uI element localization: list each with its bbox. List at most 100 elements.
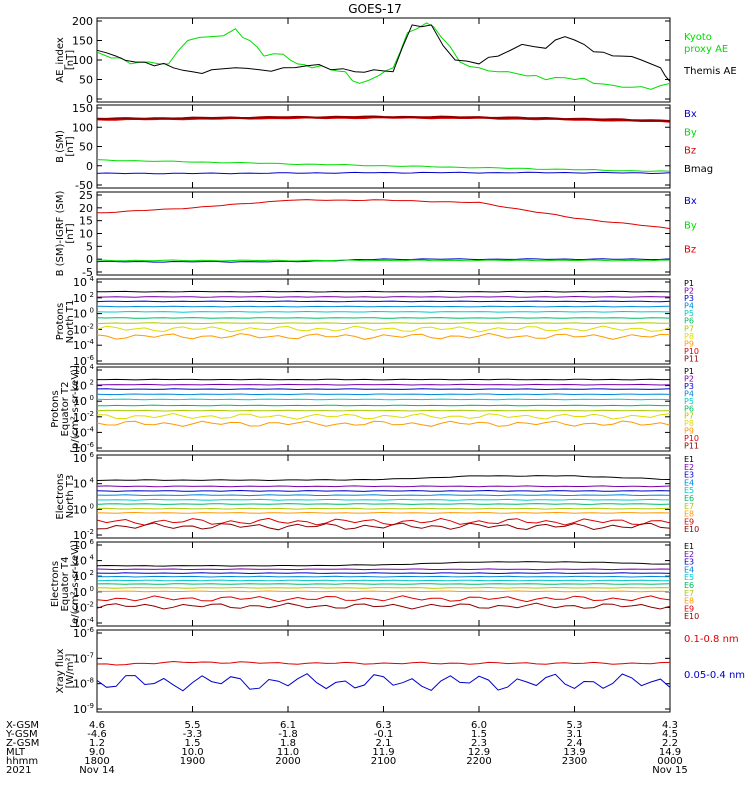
time-axis-row-label: Z-GSM xyxy=(6,738,39,749)
time-axis-row-label: Y-GSM xyxy=(5,729,38,740)
series-line-bx xyxy=(96,258,671,263)
y-tick-label: 10 xyxy=(73,292,87,305)
series-line-e9 xyxy=(96,595,671,603)
legend-entry: E8 xyxy=(684,597,694,606)
time-axis-value: 0000 xyxy=(657,756,682,767)
legend-entry: P5 xyxy=(684,397,694,406)
legend-entry: E5 xyxy=(684,486,694,495)
legend-entry: P6 xyxy=(684,317,694,326)
y-tick-label: 15 xyxy=(79,215,93,228)
time-axis-value: 2200 xyxy=(466,756,491,767)
legend-entry: P1 xyxy=(684,279,694,288)
y-tick-exponent: 2 xyxy=(90,379,94,387)
time-axis-value: -4.6 xyxy=(87,729,107,740)
y-axis-label: North T3 xyxy=(65,475,76,519)
series-line-p6 xyxy=(97,404,670,407)
legend-entry: Bx xyxy=(684,109,697,120)
y-tick-label: 10 xyxy=(73,339,87,352)
series-line-e7 xyxy=(96,507,671,510)
y-axis-label: B (SM)-IGRF (SM) xyxy=(55,191,66,277)
y-tick-exponent: 0 xyxy=(90,394,94,402)
time-axis-value: 6.1 xyxy=(280,720,296,731)
time-axis-value: -3.3 xyxy=(183,729,203,740)
time-axis-value: 1.5 xyxy=(185,738,201,749)
time-axis-value: 2.1 xyxy=(376,738,392,749)
time-axis-value: 1.2 xyxy=(89,738,105,749)
y-tick-label: 150 xyxy=(72,35,93,48)
time-axis-value: 2.3 xyxy=(471,738,487,749)
time-axis-value: 2.4 xyxy=(567,738,583,749)
legend-entry: E4 xyxy=(684,478,694,487)
legend-entry: E7 xyxy=(684,502,694,511)
kyoto-proxy-ae-line xyxy=(96,22,671,90)
series-line-p6 xyxy=(96,317,671,319)
time-axis-row-label: X-GSM xyxy=(6,720,39,731)
legend-entry: Themis AE xyxy=(683,66,737,77)
time-axis-value: 2000 xyxy=(275,756,300,767)
y-axis-label: [nT] xyxy=(65,136,76,156)
legend-entry: P7 xyxy=(684,412,694,421)
series-line-p7 xyxy=(96,409,671,412)
series-line-p1 xyxy=(96,290,671,293)
time-axis-value: Nov 14 xyxy=(79,765,114,776)
series-line-e7 xyxy=(96,586,671,589)
legend-entry: P7 xyxy=(684,324,694,333)
y-tick-label: 10 xyxy=(73,308,87,321)
y-tick-label: 10 xyxy=(73,539,87,552)
legend-entry: P3 xyxy=(684,382,694,391)
series-line-p2 xyxy=(96,295,670,298)
y-tick-label: 5 xyxy=(86,240,93,253)
y-tick-label: 25 xyxy=(79,189,93,202)
y-tick-exponent: -9 xyxy=(87,702,94,710)
y-axis-label: [nT] xyxy=(65,223,76,243)
time-axis-value: 10.0 xyxy=(181,747,203,758)
legend-entry: E6 xyxy=(684,581,694,590)
series-line-e5 xyxy=(96,579,671,582)
legend-entry: P11 xyxy=(684,354,699,363)
y-tick-label: 10 xyxy=(73,652,87,665)
y-tick-exponent: 4 xyxy=(90,477,95,485)
series-line-p3 xyxy=(96,300,671,303)
y-tick-label: 150 xyxy=(72,102,93,115)
series-line-e10 xyxy=(96,522,671,531)
series-line-p5 xyxy=(96,398,671,401)
series-line-p5 xyxy=(96,310,671,313)
y-axis-label: [W/m²] xyxy=(65,653,76,688)
legend-entry: E5 xyxy=(684,573,694,582)
time-axis-value: 11.9 xyxy=(372,747,394,758)
legend-entry: P10 xyxy=(684,347,699,356)
time-axis-value: 11.0 xyxy=(277,747,299,758)
time-axis-value: 9.0 xyxy=(89,747,105,758)
y-tick-label: 10 xyxy=(73,555,87,568)
time-axis-value: 1.5 xyxy=(471,729,487,740)
y-tick-exponent: 4 xyxy=(90,363,95,371)
y-tick-label: 10 xyxy=(73,570,87,583)
time-axis-value: 4.6 xyxy=(89,720,105,731)
series-line-e3 xyxy=(96,489,671,492)
y-tick-label: 0 xyxy=(86,160,93,173)
legend-entry: E2 xyxy=(684,550,694,559)
legend-entry: By xyxy=(684,220,697,231)
time-axis-value: 5.5 xyxy=(185,720,201,731)
time-axis-value: 14.9 xyxy=(659,747,681,758)
series-line-0.1-0.8 nm xyxy=(96,660,671,666)
legend-entry: E9 xyxy=(684,517,694,526)
legend-entry: P1 xyxy=(684,367,694,376)
series-line-0.05-0.4 nm xyxy=(96,673,671,692)
y-tick-label: 100 xyxy=(72,121,93,134)
legend-entry: E4 xyxy=(684,565,694,574)
legend-entry: P2 xyxy=(684,374,694,383)
legend-entry: E8 xyxy=(684,510,694,519)
series-line-p4 xyxy=(96,393,671,396)
panel-bsm: 150 100 50 0 -50 B (SM) [nT] Bx By Bz Bmag xyxy=(55,102,713,192)
time-axis-value: 2100 xyxy=(371,756,396,767)
legend-entry: P4 xyxy=(684,302,694,311)
y-tick-exponent: -2 xyxy=(87,410,94,418)
time-axis-row-label: hhmm xyxy=(6,756,38,767)
legend-entry: 0.1-0.8 nm xyxy=(684,634,739,645)
y-tick-exponent: -6 xyxy=(87,354,95,362)
series-line-e9 xyxy=(96,517,671,526)
legend-entry: E3 xyxy=(684,558,694,567)
